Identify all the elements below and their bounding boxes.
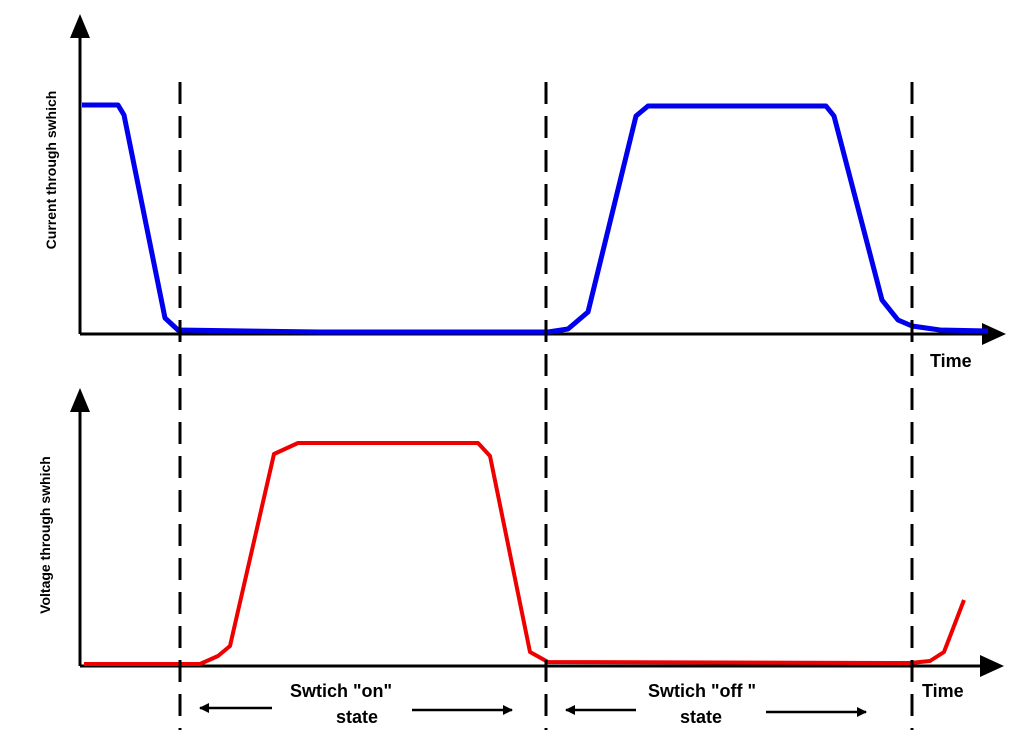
voltage-x-axis-label: Time xyxy=(922,681,964,701)
current-y-axis-label: Current through swhich xyxy=(43,91,59,250)
current-y-axis-arrowhead xyxy=(70,14,90,38)
off-state-label-line2: state xyxy=(680,707,722,727)
voltage-trace xyxy=(84,441,966,666)
current-panel: Current through swhich Time xyxy=(43,14,1006,371)
state-boundaries xyxy=(178,82,914,730)
voltage-y-axis-label: Voltage through swhich xyxy=(37,456,53,614)
off-state-label-line1: Swtich "off " xyxy=(648,681,756,701)
voltage-y-axis-arrowhead xyxy=(70,388,90,412)
off-state-annotation: Swtich "off " state xyxy=(565,681,867,727)
on-state-label-line1: Swtich "on" xyxy=(290,681,392,701)
on-state-label-line2: state xyxy=(336,707,378,727)
on-state-annotation: Swtich "on" state xyxy=(199,681,513,727)
voltage-panel: Voltage through swhich Time xyxy=(37,388,1004,701)
voltage-x-axis-arrowhead xyxy=(980,655,1004,677)
current-x-axis-arrowhead xyxy=(982,323,1006,345)
current-x-axis-label: Time xyxy=(930,351,972,371)
current-trace xyxy=(82,102,989,335)
